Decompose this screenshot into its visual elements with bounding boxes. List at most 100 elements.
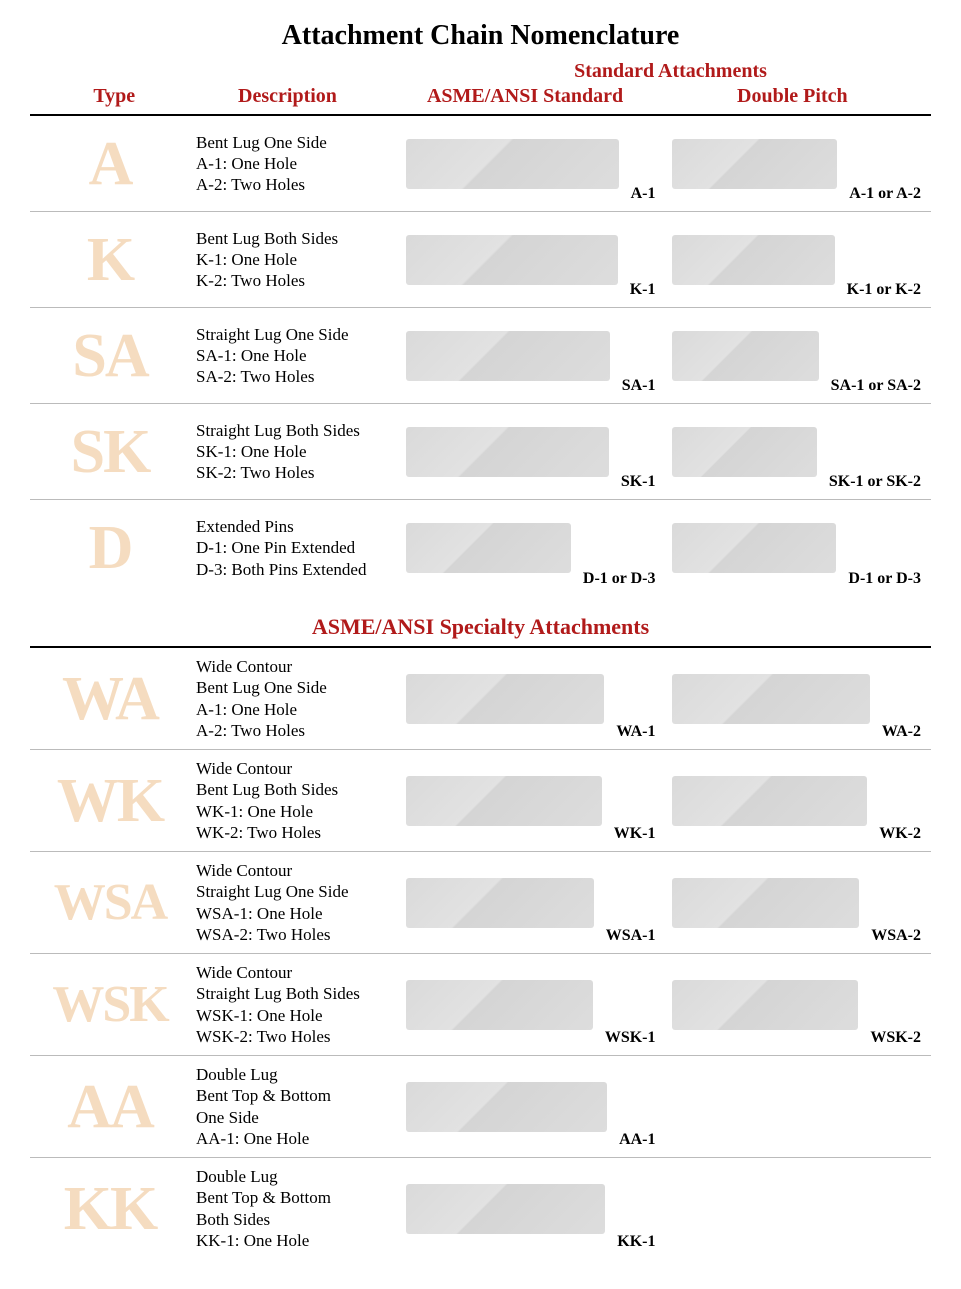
specialty-attachments-header: ASME/ANSI Specialty Attachments [30,614,931,640]
table-row: SAStraight Lug One SideSA-1: One HoleSA-… [30,308,931,404]
description-line: D-1: One Pin Extended [196,537,394,558]
chain-image-placeholder [406,1082,607,1132]
description-line: Wide Contour [196,860,394,881]
dbl-image-cell: WSK-2 [666,954,932,1055]
description-line: WK-2: Two Holes [196,822,394,843]
description-line: Extended Pins [196,516,394,537]
type-letter: K [87,229,133,291]
dbl-image-cell: WSA-2 [666,852,932,953]
description-cell: Straight Lug Both SidesSK-1: One HoleSK-… [190,404,400,499]
description-line: Wide Contour [196,656,394,677]
table-row: AADouble LugBent Top & BottomOne SideAA-… [30,1056,931,1158]
description-line: K-2: Two Holes [196,270,394,291]
description-line: A-1: One Hole [196,699,394,720]
std-image-cell: WA-1 [400,648,666,749]
dbl-image-cell: SK-1 or SK-2 [666,404,932,499]
dbl-caption: D-1 or D-3 [848,570,921,590]
description-cell: Extended PinsD-1: One Pin ExtendedD-3: B… [190,500,400,596]
description-line: A-2: Two Holes [196,174,394,195]
chain-image-placeholder [672,980,859,1030]
dbl-caption: A-1 or A-2 [849,185,921,205]
dbl-caption: WSK-2 [870,1029,921,1049]
dbl-caption: WK-2 [879,825,921,845]
dbl-image-cell: WA-2 [666,648,932,749]
type-cell: KK [30,1158,190,1259]
type-letter: SA [72,325,147,387]
std-image-cell: D-1 or D-3 [400,500,666,596]
dbl-image-cell [666,1056,932,1157]
description-cell: Bent Lug One SideA-1: One HoleA-2: Two H… [190,116,400,211]
chain-image-placeholder [406,878,594,928]
description-cell: Double LugBent Top & BottomBoth SidesKK-… [190,1158,400,1259]
column-headers: Type Description ASME/ANSI Standard Doub… [30,85,931,114]
chain-image-placeholder [672,427,817,477]
dbl-caption: K-1 or K-2 [847,281,921,301]
description-line: Wide Contour [196,962,394,983]
dbl-image-cell: K-1 or K-2 [666,212,932,307]
table-row: WSKWide ContourStraight Lug Both SidesWS… [30,954,931,1056]
description-line: KK-1: One Hole [196,1230,394,1251]
description-line: SA-2: Two Holes [196,366,394,387]
std-caption: WA-1 [616,723,655,743]
description-cell: Double LugBent Top & BottomOne SideAA-1:… [190,1056,400,1157]
dbl-image-cell [666,1158,932,1259]
table-row: WAWide ContourBent Lug One SideA-1: One … [30,648,931,750]
type-cell: K [30,212,190,307]
description-line: Bent Lug Both Sides [196,228,394,249]
standard-attachments-table: A Bent Lug One SideA-1: One HoleA-2: Two … [30,116,931,596]
dbl-caption: SK-1 or SK-2 [829,473,921,493]
chain-image-placeholder [406,1184,605,1234]
dbl-caption: SA-1 or SA-2 [831,377,921,397]
description-line: WK-1: One Hole [196,801,394,822]
table-row: D Extended PinsD-1: One Pin ExtendedD-3: … [30,500,931,596]
std-image-cell: K-1 [400,212,666,307]
description-line: SK-1: One Hole [196,441,394,462]
chain-image-placeholder [672,523,837,573]
std-image-cell: SK-1 [400,404,666,499]
std-caption: SK-1 [621,473,656,493]
chain-image-placeholder [672,878,860,928]
dbl-image-cell: SA-1 or SA-2 [666,308,932,403]
standard-attachments-header: Standard Attachments [410,60,931,83]
type-letter: KK [64,1178,156,1240]
type-cell: WSK [30,954,190,1055]
description-line: A-2: Two Holes [196,720,394,741]
description-line: Straight Lug Both Sides [196,420,394,441]
chain-image-placeholder [406,427,609,477]
type-letter: WK [57,770,163,832]
description-line: SK-2: Two Holes [196,462,394,483]
chain-image-placeholder [406,674,604,724]
header-double-pitch: Double Pitch [737,85,848,107]
std-caption: K-1 [630,281,656,301]
description-line: Straight Lug One Side [196,324,394,345]
description-line: K-1: One Hole [196,249,394,270]
std-caption: WSK-1 [605,1029,656,1049]
description-line: WSK-1: One Hole [196,1005,394,1026]
std-caption: KK-1 [617,1233,655,1253]
type-letter: A [89,133,132,195]
page-title: Attachment Chain Nomenclature [30,20,931,52]
std-caption: D-1 or D-3 [583,570,656,590]
type-cell: WSA [30,852,190,953]
dbl-caption: WSA-2 [871,927,921,947]
description-line: WSK-2: Two Holes [196,1026,394,1047]
description-line: Double Lug [196,1064,394,1085]
std-image-cell: AA-1 [400,1056,666,1157]
description-line: A-1: One Hole [196,153,394,174]
std-image-cell: A-1 [400,116,666,211]
chain-image-placeholder [672,331,819,381]
description-line: One Side [196,1107,394,1128]
dbl-image-cell: A-1 or A-2 [666,116,932,211]
dbl-image-cell: D-1 or D-3 [666,500,932,596]
type-letter: WSK [52,979,167,1031]
std-caption: WSA-1 [606,927,656,947]
std-caption: WK-1 [614,825,656,845]
chain-image-placeholder [406,776,602,826]
type-letter: D [89,517,132,579]
std-image-cell: WSA-1 [400,852,666,953]
chain-image-placeholder [672,235,835,285]
std-image-cell: KK-1 [400,1158,666,1259]
std-image-cell: SA-1 [400,308,666,403]
type-letter: WSA [54,877,166,929]
header-description: Description [238,85,337,107]
